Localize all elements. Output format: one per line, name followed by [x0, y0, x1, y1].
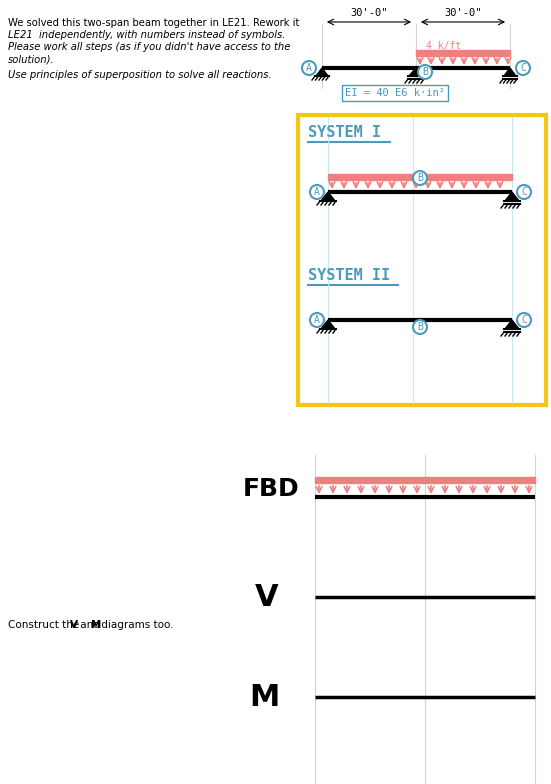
Text: We solved this two-span beam together in LE21. Rework it: We solved this two-span beam together in…	[8, 18, 299, 28]
Text: B: B	[417, 322, 423, 332]
Polygon shape	[316, 68, 328, 76]
Circle shape	[310, 185, 324, 199]
Text: M: M	[249, 683, 279, 712]
Text: A: A	[306, 63, 312, 73]
Circle shape	[413, 320, 427, 334]
Text: and: and	[77, 620, 103, 630]
Text: C: C	[521, 187, 527, 197]
Text: V: V	[70, 620, 78, 630]
Polygon shape	[504, 68, 516, 76]
Polygon shape	[505, 192, 519, 201]
Circle shape	[517, 313, 531, 327]
Text: Construct the: Construct the	[8, 620, 83, 630]
Text: A: A	[314, 315, 320, 325]
Text: C: C	[520, 63, 526, 73]
Bar	[328, 174, 512, 180]
Bar	[315, 477, 535, 483]
Text: 30'-0": 30'-0"	[350, 8, 388, 18]
Text: FBD: FBD	[243, 477, 300, 501]
Circle shape	[413, 171, 427, 185]
Polygon shape	[321, 320, 335, 329]
Bar	[416, 50, 510, 56]
Circle shape	[310, 313, 324, 327]
Text: Use principles of superposition to solve all reactions.: Use principles of superposition to solve…	[8, 70, 272, 80]
Polygon shape	[321, 192, 335, 201]
Text: SYSTEM II: SYSTEM II	[308, 268, 390, 283]
Circle shape	[517, 185, 531, 199]
Text: C: C	[521, 315, 527, 325]
Text: LE21  independently, with numbers instead of symbols.: LE21 independently, with numbers instead…	[8, 30, 285, 40]
Text: 4 k/ft: 4 k/ft	[426, 41, 461, 51]
Text: B: B	[417, 173, 423, 183]
Text: diagrams too.: diagrams too.	[98, 620, 174, 630]
Text: Please work all steps (as if you didn't have access to the: Please work all steps (as if you didn't …	[8, 42, 290, 52]
Circle shape	[418, 65, 432, 79]
Text: EI = 40 E6 k·in²: EI = 40 E6 k·in²	[345, 88, 445, 98]
Text: A: A	[314, 187, 320, 197]
Text: solution).: solution).	[8, 54, 55, 64]
Circle shape	[302, 61, 316, 75]
Text: V: V	[255, 583, 279, 612]
Polygon shape	[505, 320, 519, 329]
FancyBboxPatch shape	[298, 115, 546, 405]
Polygon shape	[409, 68, 423, 76]
Text: SYSTEM I: SYSTEM I	[308, 125, 381, 140]
Text: B: B	[422, 67, 428, 77]
Circle shape	[516, 61, 530, 75]
Text: M: M	[91, 620, 101, 630]
Text: 30'-0": 30'-0"	[444, 8, 482, 18]
